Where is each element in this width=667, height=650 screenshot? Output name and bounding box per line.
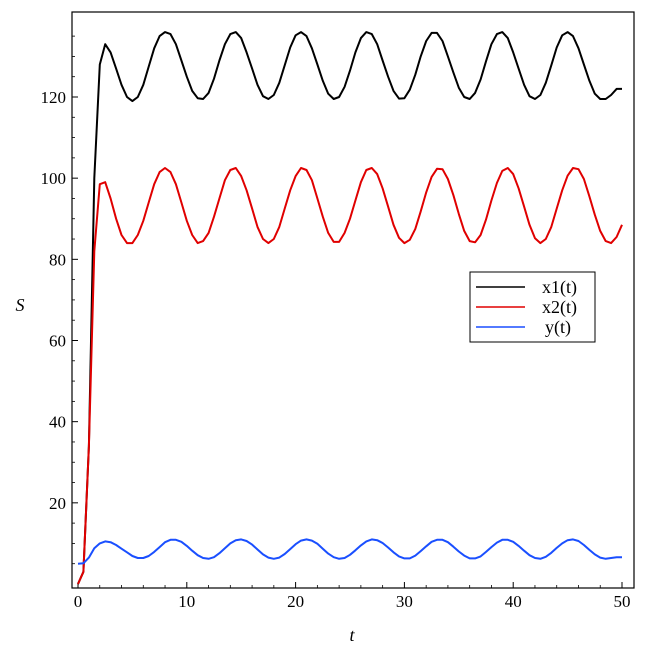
series-line-x1t <box>77 31 622 585</box>
x-tick-label: 0 <box>74 592 83 611</box>
y-tick-label: 20 <box>49 494 66 513</box>
legend: x1(t) x2(t) y(t) <box>469 271 596 343</box>
y-tick-label: 120 <box>41 88 67 107</box>
x-tick-label: 40 <box>505 592 522 611</box>
x-tick-label: 50 <box>614 592 631 611</box>
y-tick-label: 100 <box>41 169 67 188</box>
y-axis-ticks: 20 40 60 80 100 120 <box>41 35 78 565</box>
series-line-yt <box>77 538 622 565</box>
x-tick-label: 20 <box>287 592 304 611</box>
y-axis-label: S <box>16 295 25 315</box>
y-tick-label: 40 <box>49 413 66 432</box>
x-axis-label: t <box>349 625 355 645</box>
legend-label-x1: x1(t) <box>542 277 577 298</box>
y-tick-label: 60 <box>49 331 66 350</box>
legend-label-x2: x2(t) <box>542 297 577 318</box>
series-line-x2t <box>77 167 623 585</box>
x-tick-label: 30 <box>396 592 413 611</box>
series-layer <box>77 31 623 585</box>
y-tick-label: 80 <box>49 250 66 269</box>
x-axis-ticks: 0 10 20 30 40 50 <box>74 582 631 611</box>
legend-label-y: y(t) <box>545 317 571 338</box>
x-tick-label: 10 <box>178 592 195 611</box>
